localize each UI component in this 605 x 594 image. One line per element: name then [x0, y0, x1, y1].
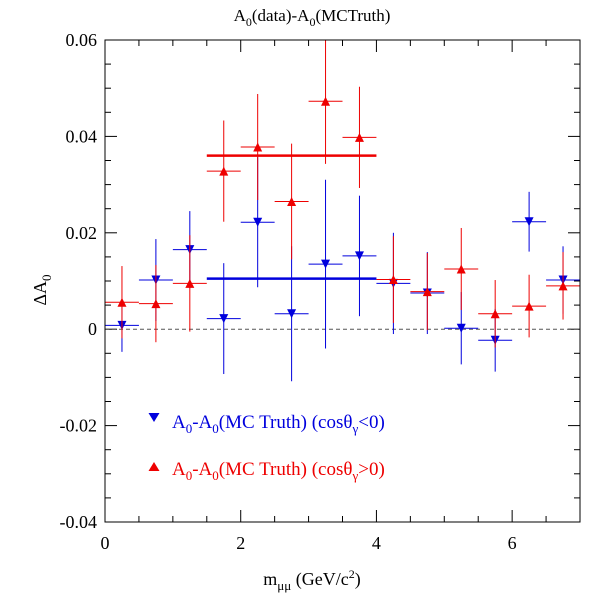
data-point-pos: [354, 132, 364, 142]
data-point-pos: [422, 287, 432, 297]
data-point-pos: [524, 301, 534, 311]
axes: 0 2 4 6 -0.04 -0.02 0 0.02 0.04 0.06: [60, 30, 580, 553]
data-point-pos: [151, 299, 161, 309]
data-point-pos: [490, 309, 500, 319]
data-point-neg: [321, 259, 331, 269]
data-point-pos: [253, 142, 263, 152]
data-point-pos: [185, 278, 195, 288]
plot-area: [105, 40, 580, 382]
series-neg: [105, 157, 580, 382]
x-tick-label: 0: [101, 533, 110, 553]
y-tick-label: 0: [88, 319, 97, 339]
y-tick-label: -0.04: [60, 512, 98, 532]
data-point-pos: [219, 166, 229, 176]
data-point-pos: [321, 96, 331, 106]
data-point-neg: [456, 323, 466, 333]
legend-marker-neg: [148, 413, 160, 422]
legend: A0-A0(MC Truth) (cosθγ<0) A0-A0(MC Truth…: [148, 412, 385, 483]
legend-marker-pos: [148, 462, 160, 471]
y-tick-label: 0.06: [66, 30, 98, 50]
y-tick-label: 0.04: [66, 126, 98, 146]
data-point-neg: [524, 217, 534, 227]
data-point-neg: [354, 251, 364, 261]
data-point-pos: [388, 275, 398, 285]
plot-frame: [104, 39, 581, 523]
data-point-pos: [117, 297, 127, 307]
legend-label-pos: A0-A0(MC Truth) (cosθγ>0): [172, 459, 385, 483]
x-tick-label: 4: [372, 533, 381, 553]
y-axis-label: ΔA0: [30, 274, 54, 305]
data-point-pos: [456, 264, 466, 274]
x-tick-label: 2: [236, 533, 245, 553]
data-point-neg: [287, 309, 297, 319]
x-axis-label: mμμ (GeV/c2): [263, 567, 360, 593]
legend-label-neg: A0-A0(MC Truth) (cosθγ<0): [172, 412, 385, 436]
data-point-pos: [287, 196, 297, 206]
data-point-neg: [253, 217, 263, 227]
y-tick-label: 0.02: [66, 223, 98, 243]
data-point-neg: [219, 314, 229, 324]
x-tick-label: 6: [508, 533, 517, 553]
series-pos: [105, 40, 580, 348]
y-tick-label: -0.02: [60, 416, 98, 436]
chart-title: A0(data)-A0(MCTruth): [234, 6, 391, 29]
data-point-pos: [558, 281, 568, 291]
